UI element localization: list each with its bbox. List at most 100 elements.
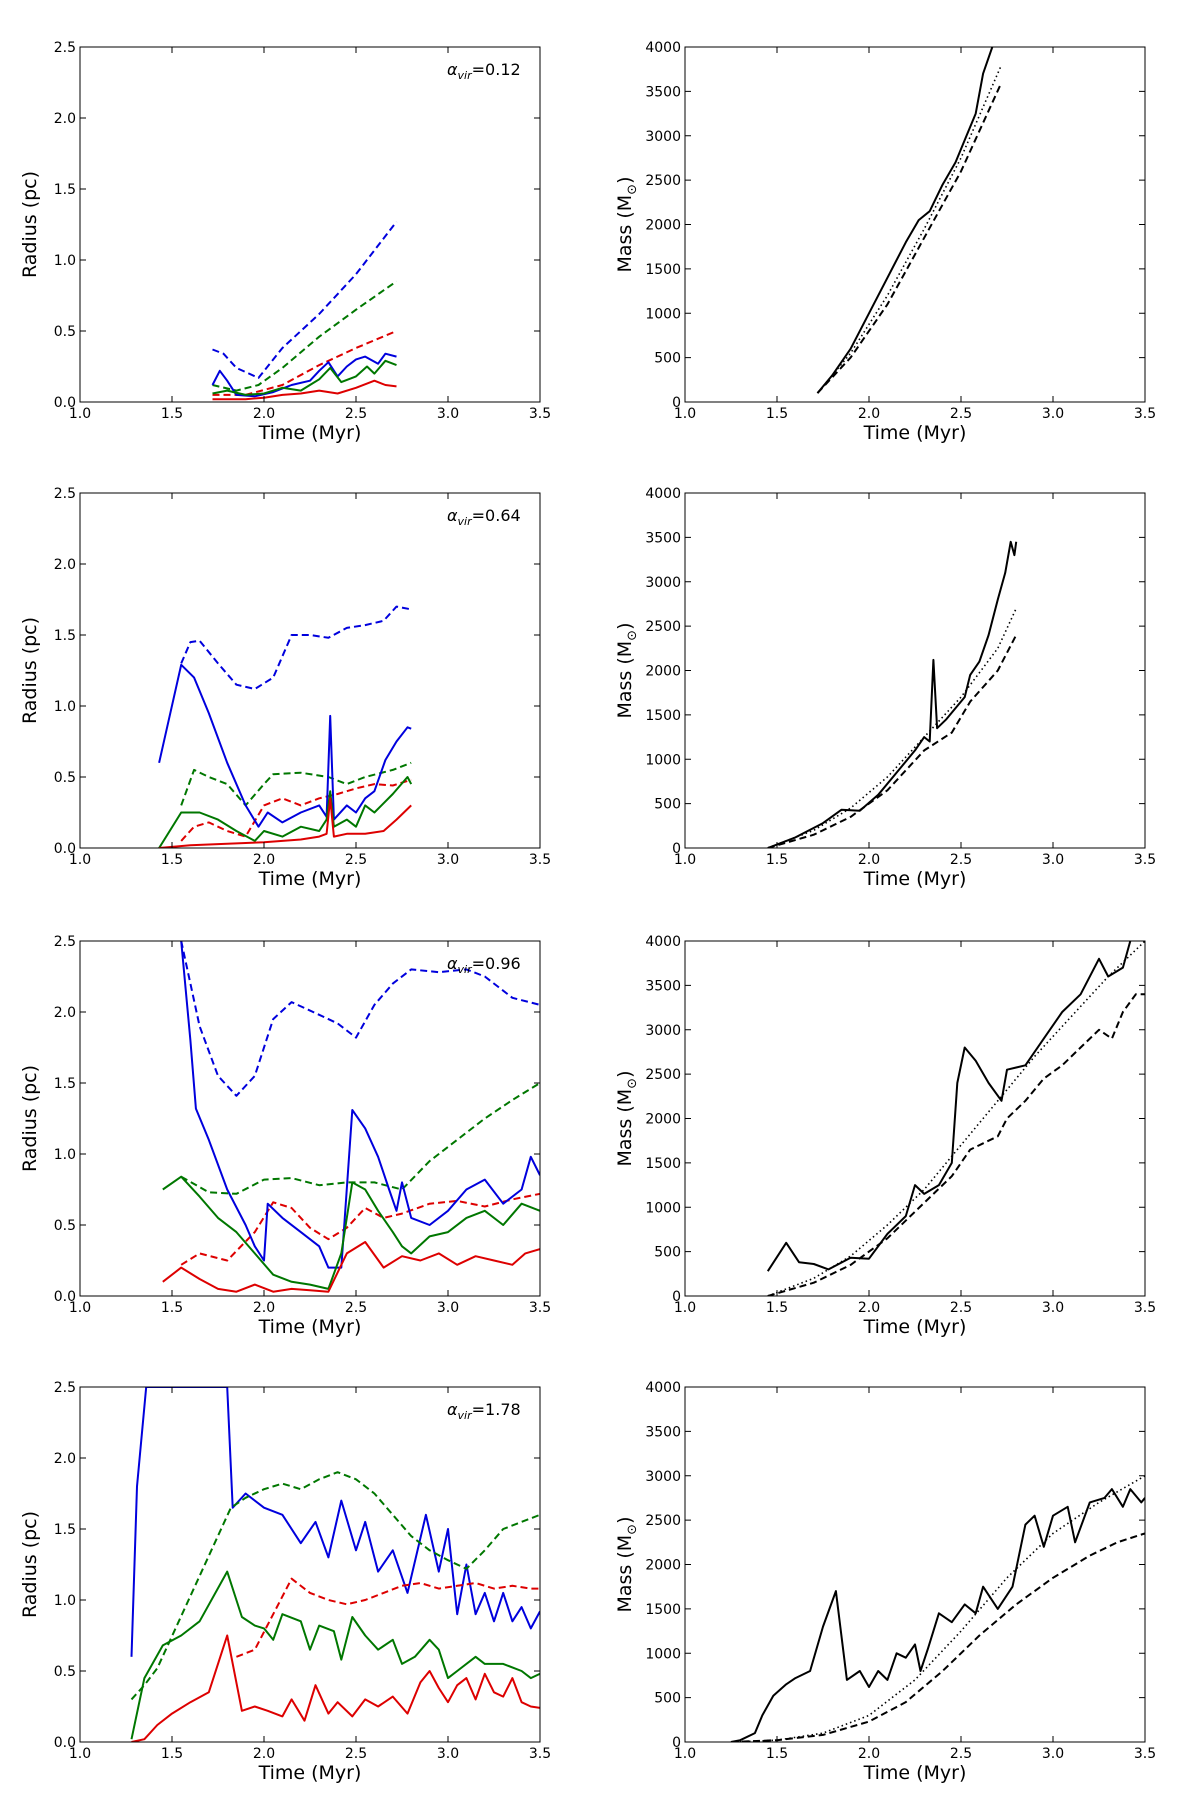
y-axis-label-sub: ⊙ [625,630,640,641]
y-tick-label: 3000 [645,129,681,145]
y-tick-label: 1.5 [54,628,76,644]
x-tick-label: 2.5 [345,1746,367,1762]
x-tick-label: 3.5 [529,1300,551,1316]
axes-frame [684,492,1146,849]
y-tick-label: 2.0 [54,1451,76,1467]
x-axis-label: Time (Myr) [258,1762,362,1784]
alpha-vir-annotation: αvir=0.12 [447,60,521,82]
y-axis-label-end: ) [614,622,636,629]
x-tick-label: 2.0 [858,406,880,422]
y-tick-label: 3500 [645,1424,681,1440]
alpha-vir-annotation: αvir=0.64 [447,506,521,528]
y-tick-label: 500 [654,797,681,813]
y-axis-label-end: ) [614,1516,636,1523]
series-red-dashed-line [180,1192,540,1266]
y-axis-label-main: Radius (pc) [19,1065,41,1172]
y-tick-label: 1000 [645,306,681,322]
annotation-value: =1.78 [472,1400,521,1419]
x-tick-label: 2.5 [345,852,367,868]
panel-mass-1: 1.0 1.5 2.0 2.5 3.0 3.5 0 500 1000 1500 2000 2500 30… [614,40,1156,444]
annotation-symbol: α [447,954,458,973]
annotation-sub: vir [458,69,474,82]
y-tick-label: 3500 [645,978,681,994]
annotation-symbol: α [447,60,458,79]
x-tick-label: 1.5 [161,852,183,868]
y-axis-label: Mass (M⊙) [614,1070,640,1166]
y-tick-label: 500 [654,351,681,367]
y-tick-label: 4000 [645,934,681,950]
x-axis-label: Time (Myr) [258,1316,362,1338]
series-green-dashed-line [180,1082,540,1195]
x-tick-label: 1.0 [69,406,91,422]
series-red-dashed-line [212,330,397,396]
y-tick-label: 0.0 [54,841,76,857]
series-dotted-line [730,1475,1145,1742]
series-dotted-line [816,64,1003,394]
x-tick-label: 3.5 [529,1746,551,1762]
x-tick-label: 1.0 [674,852,696,868]
y-axis-label-sub: ⊙ [625,1078,640,1089]
x-tick-label: 3.5 [1134,852,1156,868]
series-dashed-line [816,82,1003,394]
series-dashed-line [730,1532,1145,1742]
alpha-vir-annotation: αvir=0.96 [447,954,521,976]
series-red-dashed-line [180,778,412,842]
y-tick-label: 2500 [645,1067,681,1083]
y-axis-label-end: ) [614,1070,636,1077]
annotation-symbol: α [447,1400,458,1419]
x-tick-label: 2.0 [858,1300,880,1316]
y-axis-label-main: Mass (M [614,1535,636,1613]
y-tick-label: 1000 [645,1200,681,1216]
series-green-dashed-line [180,761,412,807]
x-axis-label: Time (Myr) [258,422,362,444]
y-axis-label-sub: ⊙ [625,184,640,195]
x-tick-label: 2.0 [858,1746,880,1762]
alpha-vir-annotation: αvir=1.78 [447,1400,521,1422]
x-tick-label: 1.0 [69,1746,91,1762]
x-tick-label: 1.5 [161,1300,183,1316]
panel-mass-2: 1.0 1.5 2.0 2.5 3.0 3.5 0 500 1000 1500 2000 2500 30… [614,486,1156,890]
x-tick-label: 3.0 [1042,1300,1064,1316]
x-axis-label: Time (Myr) [863,1316,967,1338]
y-tick-label: 2500 [645,173,681,189]
series-red-solid-line [131,1634,540,1742]
series-blue-solid-line [130,1387,540,1657]
x-tick-label: 2.5 [950,1746,972,1762]
y-tick-label: 0 [672,841,681,857]
x-tick-label: 3.0 [437,1300,459,1316]
series-dashed-line [767,993,1145,1296]
y-axis-label: Mass (M⊙) [614,1516,640,1612]
x-tick-label: 3.5 [529,852,551,868]
y-tick-label: 2500 [645,1513,681,1529]
axes-frame [684,940,1146,1297]
series-green-solid-line [158,776,413,848]
y-tick-label: 2.5 [54,934,76,950]
x-tick-label: 1.0 [674,1300,696,1316]
y-tick-label: 1500 [645,1602,681,1618]
x-tick-label: 3.5 [529,406,551,422]
y-tick-label: 4000 [645,40,681,56]
y-tick-label: 1000 [645,1646,681,1662]
series-dotted-line [767,941,1145,1296]
y-axis-label: Mass (M⊙) [614,176,640,272]
series-red-dashed-line [236,1577,540,1658]
y-tick-label: 4000 [645,486,681,502]
series-solid-line [766,941,1132,1272]
series-green-dashed-line [130,1471,540,1701]
x-tick-label: 1.0 [674,1746,696,1762]
y-axis-label: Radius (pc) [19,617,41,724]
series-blue-solid-line [158,663,412,828]
annotation-sub: vir [458,1409,474,1422]
y-tick-label: 2000 [645,1558,681,1574]
series-dotted-line [767,608,1017,848]
annotation-sub: vir [458,963,474,976]
x-axis-label: Time (Myr) [258,868,362,890]
x-tick-label: 2.0 [253,1746,275,1762]
series-blue-solid-line [180,941,540,1269]
series-red-solid-line [159,797,412,848]
x-tick-label: 2.5 [950,852,972,868]
x-tick-label: 1.0 [69,1300,91,1316]
x-tick-label: 3.5 [1134,406,1156,422]
y-tick-label: 0.0 [54,1735,76,1751]
x-tick-label: 2.0 [253,406,275,422]
